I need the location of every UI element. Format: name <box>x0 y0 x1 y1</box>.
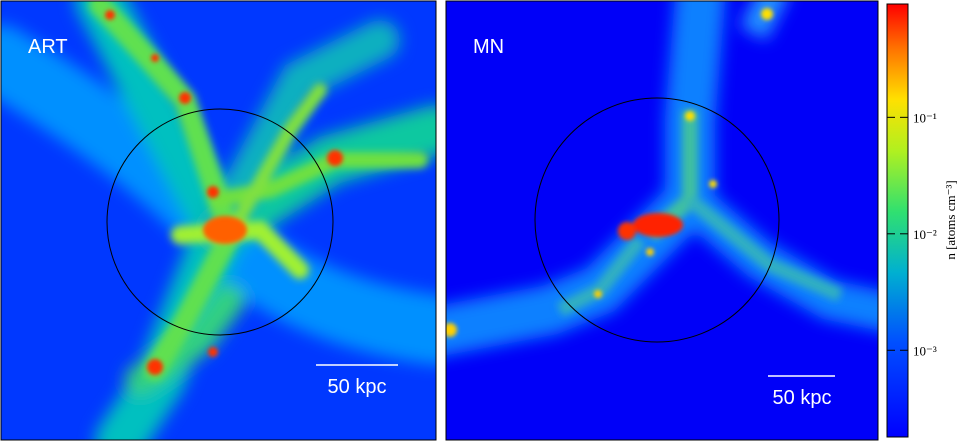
colorbar <box>886 3 909 438</box>
panel-label: ART <box>28 36 68 58</box>
frame <box>0 0 437 441</box>
colorbar-tick-label: 10⁻² <box>913 227 937 242</box>
frame <box>445 0 879 441</box>
scale-bar-label: 50 kpc <box>328 376 387 398</box>
panel-mn <box>446 1 878 440</box>
scale-bar-label: 50 kpc <box>773 387 832 409</box>
panel-art <box>1 1 436 440</box>
colorbar-label: n [atoms cm⁻³] <box>943 180 958 259</box>
colorbar-tick-label: 10⁻³ <box>913 343 937 358</box>
panel-label: MN <box>473 36 504 58</box>
colorbar-tick-label: 10⁻¹ <box>913 110 937 125</box>
